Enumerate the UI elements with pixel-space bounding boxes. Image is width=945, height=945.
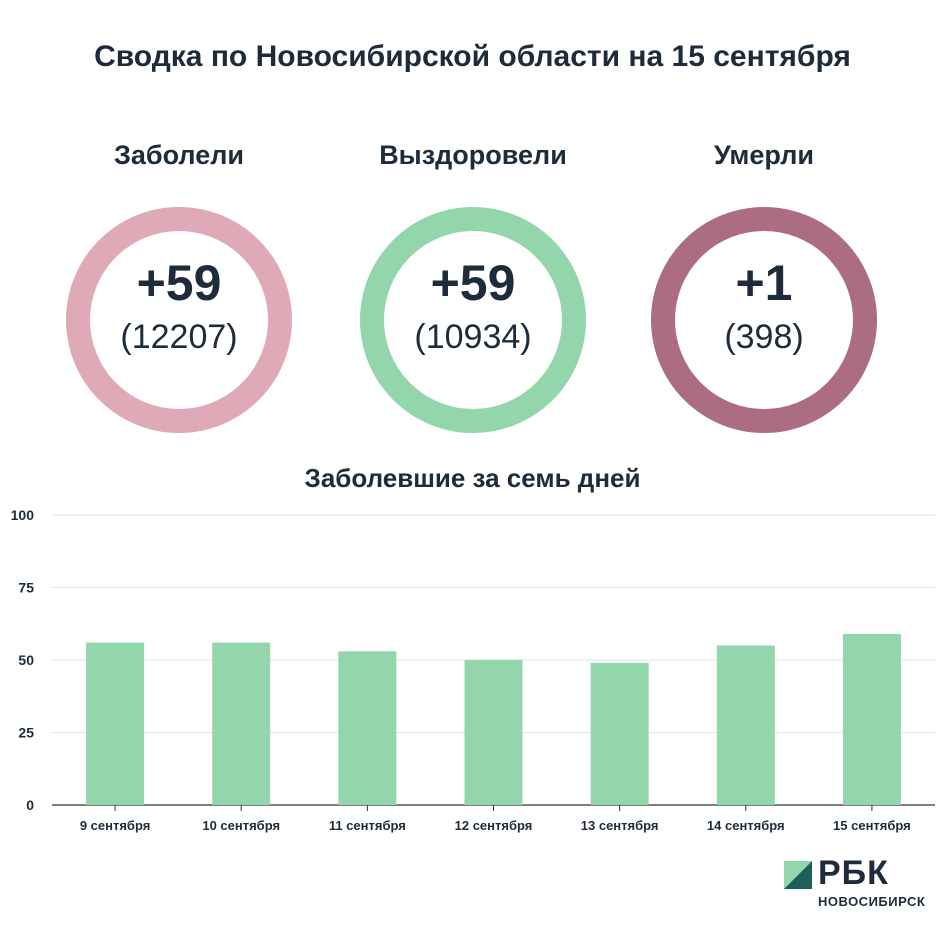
stat-recovered-label: Выздоровели <box>379 140 567 170</box>
rbc-logo: РБК НОВОСИБИРСК <box>784 854 944 918</box>
brand-name: РБК <box>818 854 889 892</box>
bar <box>464 660 523 805</box>
stat-deaths-ring <box>651 207 877 433</box>
x-tick-label: 11 сентября <box>329 818 406 833</box>
stat-recovered-total: (10934) <box>414 318 532 356</box>
stat-deaths-total: (398) <box>724 318 804 356</box>
stat-recovered: Выздоровели +59 (10934) <box>343 140 603 440</box>
brand-city: НОВОСИБИРСК <box>818 894 926 909</box>
stat-infected-label: Заболели <box>114 140 244 170</box>
bar <box>716 645 775 805</box>
stat-recovered-ring <box>360 207 586 433</box>
stat-recovered-delta: +59 <box>430 255 516 311</box>
x-tick-label: 15 сентября <box>833 818 911 833</box>
ring-circle <box>66 207 292 433</box>
stat-infected-ring <box>66 207 292 433</box>
x-tick-label: 14 сентября <box>707 818 785 833</box>
y-tick-label: 25 <box>18 725 34 741</box>
bar <box>212 642 271 805</box>
stat-infected: Заболели +59 (12207) <box>49 140 309 440</box>
y-tick-label: 50 <box>18 652 34 668</box>
x-tick-label: 10 сентября <box>202 818 280 833</box>
ring-circle <box>651 207 877 433</box>
bar <box>86 642 145 805</box>
bar <box>842 633 901 805</box>
x-tick-label: 12 сентября <box>455 818 533 833</box>
y-tick-label: 0 <box>26 797 34 813</box>
y-tick-label: 75 <box>18 580 34 596</box>
stat-infected-delta: +59 <box>136 255 222 311</box>
stat-deaths: Умерли +1 (398) <box>634 140 894 440</box>
rbc-logo-mark-icon <box>784 861 812 889</box>
chart-title: Заболевшие за семь дней <box>304 463 641 493</box>
x-tick-label: 9 сентября <box>80 818 151 833</box>
ring-circle <box>360 207 586 433</box>
bar <box>338 651 397 805</box>
page-title: Сводка по Новосибирской области на 15 се… <box>94 40 851 73</box>
stat-infected-total: (12207) <box>120 318 238 356</box>
y-tick-label: 100 <box>11 507 35 523</box>
x-tick-label: 13 сентября <box>581 818 659 833</box>
stat-deaths-delta: +1 <box>735 255 793 311</box>
bar <box>590 662 649 805</box>
stat-deaths-label: Умерли <box>713 140 814 170</box>
bar-chart: 0 25 50 75 100 9 сентября 10 сентября 11 сентяб… <box>11 507 935 833</box>
